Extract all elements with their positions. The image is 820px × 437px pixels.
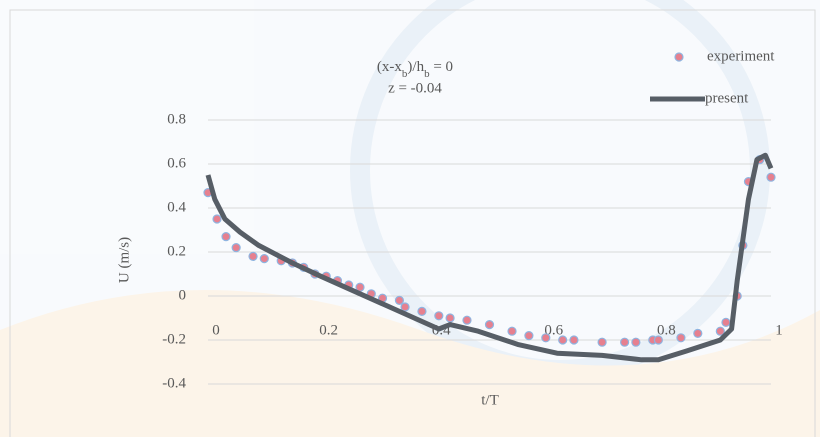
y-tick-label: 0.4 [167,199,186,215]
data-point [621,338,629,346]
y-tick-label: 0.2 [167,243,186,259]
legend-label: present [705,90,749,106]
y-tick-label: 0 [179,287,187,303]
legend-label: experiment [707,48,775,64]
y-axis-label: U (m/s) [116,237,132,283]
x-tick-label: 0 [212,322,220,338]
data-point [486,321,494,329]
x-axis-label: t/T [481,392,499,408]
data-point [559,336,567,344]
data-point [722,318,730,326]
data-point [213,215,221,223]
data-point [767,173,775,181]
annotation-part: = 0 [430,59,453,75]
data-point [401,303,409,311]
y-tick-label: 0.6 [167,155,186,171]
data-point [418,307,426,315]
data-point [260,255,268,263]
data-point [542,334,550,342]
legend-marker [675,53,683,61]
data-point [694,329,702,337]
data-point [654,336,662,344]
data-point [632,338,640,346]
data-point [463,316,471,324]
data-point [232,244,240,252]
y-tick-label: -0.2 [162,331,186,347]
data-point [435,312,443,320]
chart: (x-xb)/hb = 0 z = -0.04 U (m/s) t/T 0.80… [0,0,820,437]
data-point [446,314,454,322]
data-point [222,233,230,241]
annotation-part: (x-x [377,59,402,75]
data-point [677,334,685,342]
data-point [508,327,516,335]
y-tick-label: 0.8 [167,111,186,127]
annotation: z = -0.04 [388,80,442,96]
data-point [395,296,403,304]
x-tick-label: 0.2 [319,322,338,338]
data-point [525,332,533,340]
data-point [598,338,606,346]
data-point [249,252,257,260]
data-point [570,336,578,344]
x-tick-label: 1 [775,322,783,338]
y-tick-label: -0.4 [162,375,186,391]
annotation-part: )/h [407,59,424,75]
